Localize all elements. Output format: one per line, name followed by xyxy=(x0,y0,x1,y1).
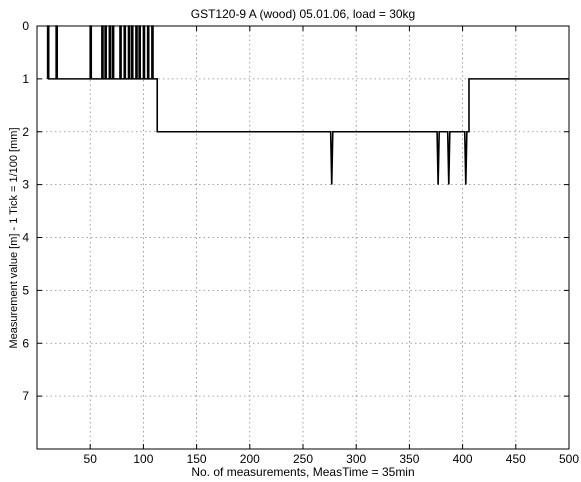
y-tick-label: 4 xyxy=(22,231,29,245)
plot-frame xyxy=(36,25,570,450)
x-tick-label: 500 xyxy=(559,452,579,466)
x-axis-label: No. of measurements, MeasTime = 35min xyxy=(191,465,414,479)
y-tick-label: 0 xyxy=(22,19,29,33)
y-tick-label: 3 xyxy=(22,178,29,192)
x-tick-label: 300 xyxy=(346,452,366,466)
x-tick-label: 350 xyxy=(399,452,419,466)
x-tick-label: 200 xyxy=(240,452,260,466)
y-tick-label: 2 xyxy=(22,125,29,139)
x-tick-label: 150 xyxy=(187,452,207,466)
y-tick-label: 7 xyxy=(22,389,29,403)
x-tick-label: 400 xyxy=(453,452,473,466)
x-tick-label: 250 xyxy=(293,452,313,466)
tick-labels: 50 100 150 200 250 300 350 400 450 500 0 1 2 3 4 5 6 7 xyxy=(22,19,579,466)
chart-title: GST120-9 A (wood) 05.01.06, load = 30kg xyxy=(191,7,415,21)
y-axis-label: Measurement value [m] - 1 Tick = 1/100 [… xyxy=(8,128,20,349)
x-tick-label: 450 xyxy=(506,452,526,466)
x-tick-label: 50 xyxy=(84,452,98,466)
grid xyxy=(37,26,569,449)
y-tick-label: 6 xyxy=(22,336,29,350)
x-tick-label: 100 xyxy=(133,452,153,466)
y-tick-label: 5 xyxy=(22,283,29,297)
y-tick-label: 1 xyxy=(22,72,29,86)
